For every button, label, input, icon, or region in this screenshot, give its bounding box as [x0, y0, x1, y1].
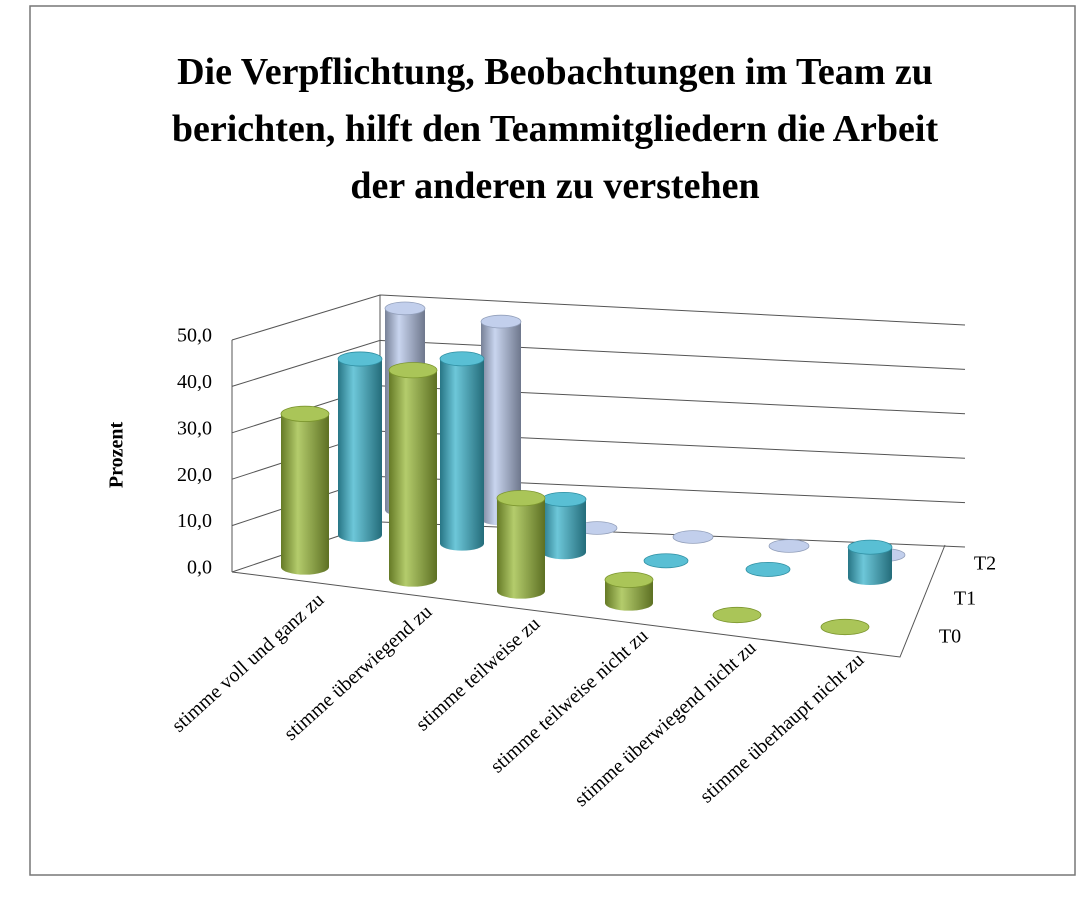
cylinder [496, 490, 546, 599]
cylinder-top [672, 530, 714, 544]
cylinder-body [281, 413, 329, 575]
legend-label: T2 [974, 553, 996, 575]
cylinder-top [745, 561, 791, 577]
cylinder-top [480, 314, 522, 329]
cylinder [541, 491, 587, 560]
cylinder [672, 530, 714, 544]
cylinder [439, 351, 485, 551]
cylinder [337, 351, 383, 543]
cylinder-top [847, 539, 893, 555]
cylinder-top [439, 351, 485, 367]
cylinder-body [542, 499, 586, 560]
cylinder-body [440, 358, 484, 551]
cylinder [745, 561, 791, 577]
cylinder-top [337, 351, 383, 367]
cylinder [280, 405, 330, 575]
cylinder-top [388, 362, 438, 379]
cylinder-top [768, 539, 810, 553]
cylinder-body [497, 498, 545, 599]
cylinder-body [605, 579, 653, 611]
cylinder-body [848, 547, 892, 586]
cylinder-top [712, 606, 762, 624]
y-tick-label: 20,0 [177, 464, 212, 486]
cylinder-body [338, 359, 382, 543]
y-tick-label: 0,0 [187, 557, 212, 579]
cylinder-top [643, 553, 689, 569]
y-tick-label: 10,0 [177, 510, 212, 532]
cylinder [480, 314, 522, 526]
cylinder-top [604, 571, 654, 588]
frame [29, 5, 1076, 876]
cylinder [604, 571, 654, 611]
cylinder-body [389, 370, 437, 587]
y-axis-label: Prozent [106, 422, 128, 489]
cylinder [643, 553, 689, 569]
floor-edge [231, 544, 946, 658]
cylinder-top [384, 301, 426, 316]
legend-label: T0 [939, 626, 961, 648]
cylinder [820, 618, 870, 636]
chart-title: Die Verpflichtung, Beobachtungen im Team… [171, 51, 939, 207]
cylinder-top [541, 491, 587, 507]
cylinder-top [820, 618, 870, 636]
cylinder-body [481, 321, 521, 526]
cylinder-top [280, 405, 330, 422]
cylinder-top [496, 490, 546, 507]
legend-label: T1 [954, 588, 976, 610]
cylinder [847, 539, 893, 586]
cylinder [388, 362, 438, 587]
y-tick-label: 50,0 [177, 325, 212, 347]
cylinder [712, 606, 762, 624]
y-tick-label: 40,0 [177, 371, 212, 393]
cylinder [768, 539, 810, 553]
y-tick-label: 30,0 [177, 417, 212, 439]
